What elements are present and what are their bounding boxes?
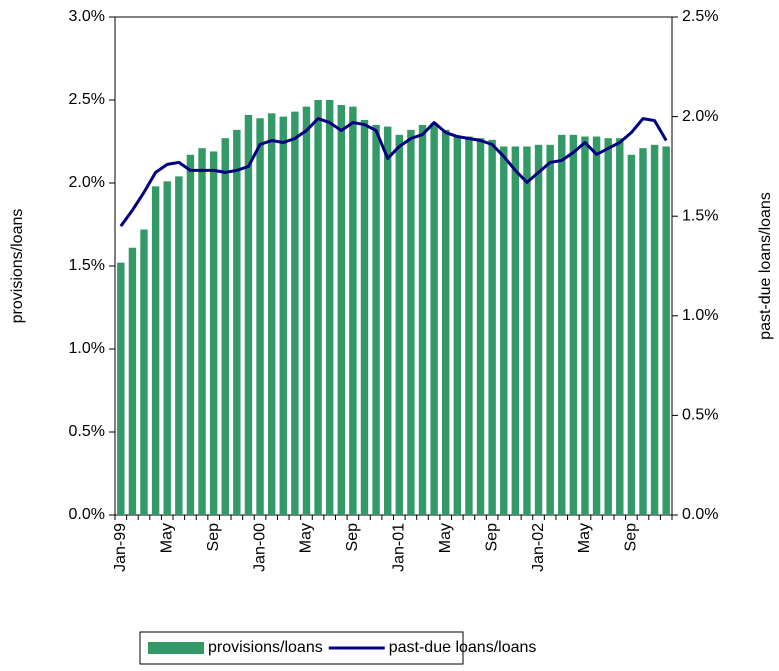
bar bbox=[488, 139, 496, 515]
legend-swatch bbox=[148, 642, 204, 654]
x-tick-label: May bbox=[437, 523, 454, 553]
y-tick-label: 2.5% bbox=[69, 91, 105, 108]
y2-tick-label: 0.5% bbox=[682, 407, 718, 424]
y-tick-label: 2.0% bbox=[69, 174, 105, 191]
bar bbox=[151, 186, 160, 515]
bar bbox=[511, 146, 520, 516]
x-tick-label: Jan-00 bbox=[251, 523, 268, 572]
bar bbox=[383, 126, 392, 515]
bar bbox=[314, 100, 322, 515]
bar bbox=[267, 113, 276, 515]
bar bbox=[291, 111, 299, 516]
y2-tick-label: 2.0% bbox=[682, 108, 718, 125]
y2-tick-label: 2.5% bbox=[682, 8, 718, 25]
x-tick-label: Jan-01 bbox=[391, 523, 408, 572]
bar bbox=[325, 100, 334, 515]
bar bbox=[117, 262, 125, 515]
bar bbox=[221, 138, 229, 515]
bar bbox=[128, 247, 137, 516]
bar bbox=[558, 134, 566, 516]
bar bbox=[430, 123, 438, 516]
y-tick-label: 0.5% bbox=[69, 423, 105, 440]
bar bbox=[523, 146, 531, 516]
bar bbox=[581, 136, 589, 515]
bar bbox=[534, 144, 543, 515]
bar bbox=[163, 181, 171, 515]
x-tick-label: Sep bbox=[483, 523, 500, 552]
bar bbox=[500, 146, 508, 516]
y-tick-label: 0.0% bbox=[69, 506, 105, 523]
bar bbox=[639, 148, 647, 515]
bar bbox=[442, 129, 450, 515]
y2-tick-label: 0.0% bbox=[682, 506, 718, 523]
bar bbox=[244, 114, 253, 515]
bar bbox=[175, 176, 183, 516]
bar bbox=[337, 104, 345, 515]
x-tick-label: Sep bbox=[623, 523, 640, 552]
bar bbox=[418, 124, 427, 516]
bar bbox=[302, 106, 311, 515]
x-tick-label: Jan-99 bbox=[112, 523, 129, 572]
bar bbox=[233, 129, 241, 515]
bar bbox=[453, 136, 462, 515]
x-tick-label: May bbox=[158, 523, 175, 553]
bar bbox=[627, 154, 636, 515]
y2-axis-label: past-due loans/loans bbox=[757, 192, 774, 340]
line bbox=[119, 117, 668, 228]
y-tick-label: 1.5% bbox=[69, 257, 105, 274]
bar bbox=[360, 119, 369, 516]
bar bbox=[256, 118, 264, 515]
x-tick-label: Sep bbox=[344, 523, 361, 552]
bar bbox=[407, 129, 415, 515]
x-tick-label: Jan-02 bbox=[530, 523, 547, 572]
bar bbox=[616, 138, 624, 515]
y2-tick-label: 1.5% bbox=[682, 207, 718, 224]
x-tick-label: May bbox=[576, 523, 593, 553]
bar bbox=[140, 229, 148, 516]
bar bbox=[465, 136, 473, 515]
bar bbox=[279, 116, 287, 515]
legend-label: past-due loans/loans bbox=[389, 639, 537, 656]
y-tick-label: 1.0% bbox=[69, 340, 105, 357]
x-tick-label: May bbox=[298, 523, 315, 553]
bar bbox=[546, 144, 554, 515]
x-tick-label: Sep bbox=[205, 523, 222, 552]
bar bbox=[349, 106, 357, 515]
legend-label: provisions/loans bbox=[208, 639, 323, 656]
bar bbox=[209, 151, 218, 515]
bar bbox=[604, 138, 612, 515]
y-tick-label: 3.0% bbox=[69, 8, 105, 25]
bar bbox=[569, 134, 578, 516]
bar bbox=[476, 138, 485, 515]
bar bbox=[650, 144, 659, 515]
bar bbox=[662, 146, 670, 516]
legend: provisions/loans past-due loans/loans bbox=[139, 631, 537, 665]
bar bbox=[198, 148, 206, 515]
bar bbox=[186, 154, 195, 515]
bar bbox=[372, 124, 380, 516]
bar bbox=[395, 134, 404, 516]
y2-tick-label: 1.0% bbox=[682, 307, 718, 324]
y-axis-label: provisions/loans bbox=[9, 209, 26, 324]
bar bbox=[592, 136, 601, 515]
